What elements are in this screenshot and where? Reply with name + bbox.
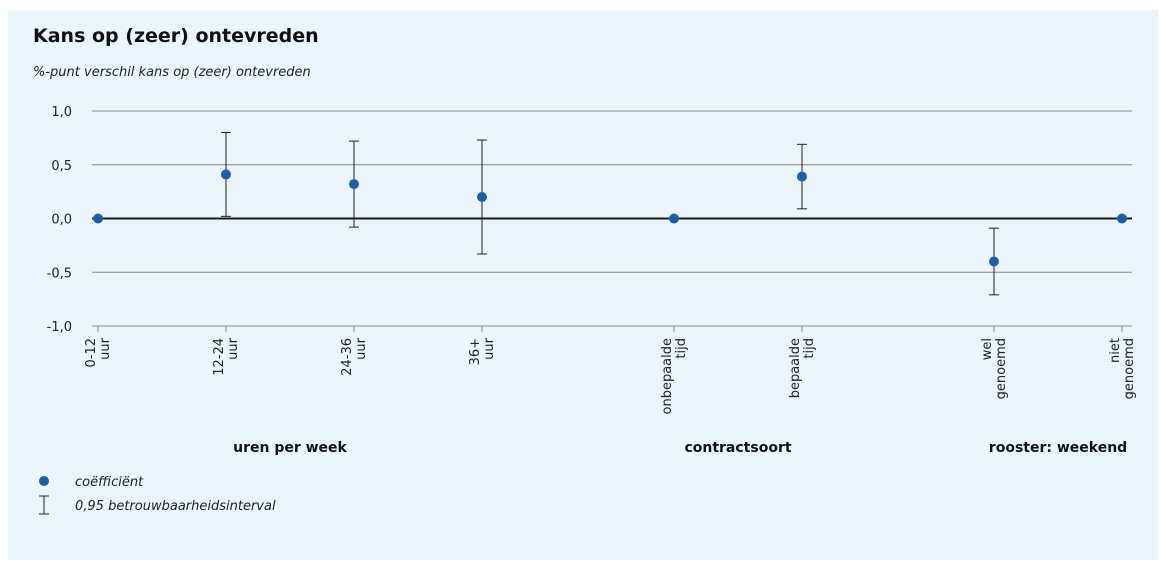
data-point (1117, 213, 1127, 224)
data-point (989, 256, 999, 267)
x-tick-label: uur (226, 337, 241, 359)
data-point (221, 169, 231, 180)
y-tick-label: -0,5 (47, 266, 72, 281)
group-label: contractsoort (684, 440, 791, 456)
data-point (797, 171, 807, 182)
legend-interval-label: 0,95 betrouwbaarheidsinterval (75, 499, 276, 514)
x-tick-label: 12-24 (212, 338, 227, 376)
x-tick-label: tijd (802, 338, 817, 359)
legend-point-label: coëfficiënt (75, 475, 144, 490)
chart-panel (8, 10, 1158, 560)
y-tick-label: 0,0 (51, 213, 72, 228)
chart-title: Kans op (zeer) ontevreden (33, 25, 319, 47)
x-tick-label: 36+ (468, 338, 483, 365)
y-axis-label: %-punt verschil kans op (zeer) ontevrede… (33, 65, 311, 80)
group-label: uren per week (233, 440, 347, 456)
data-point (93, 213, 103, 224)
x-tick-label: uur (98, 337, 113, 359)
x-tick-label: niet (1108, 338, 1123, 363)
x-tick-label: onbepaalde (660, 338, 675, 415)
x-tick-label: 24-36 (340, 338, 355, 376)
x-tick-label: tijd (674, 338, 689, 359)
x-tick-label: uur (354, 337, 369, 359)
x-tick-label: genoemd (1122, 338, 1137, 399)
x-tick-label: bepaalde (788, 338, 803, 398)
y-tick-label: 0,5 (51, 159, 72, 174)
y-tick-label: 1,0 (51, 105, 72, 120)
x-tick-label: 0-12 (84, 338, 99, 368)
x-tick-label: uur (482, 337, 497, 359)
legend-point-icon (39, 476, 49, 486)
data-point (477, 192, 487, 202)
y-tick-label: -1,0 (47, 320, 72, 335)
data-point (669, 213, 679, 224)
x-tick-label: genoemd (994, 338, 1009, 399)
group-label: rooster: weekend (989, 440, 1127, 456)
x-tick-label: wel (980, 338, 995, 360)
data-point (349, 179, 359, 190)
